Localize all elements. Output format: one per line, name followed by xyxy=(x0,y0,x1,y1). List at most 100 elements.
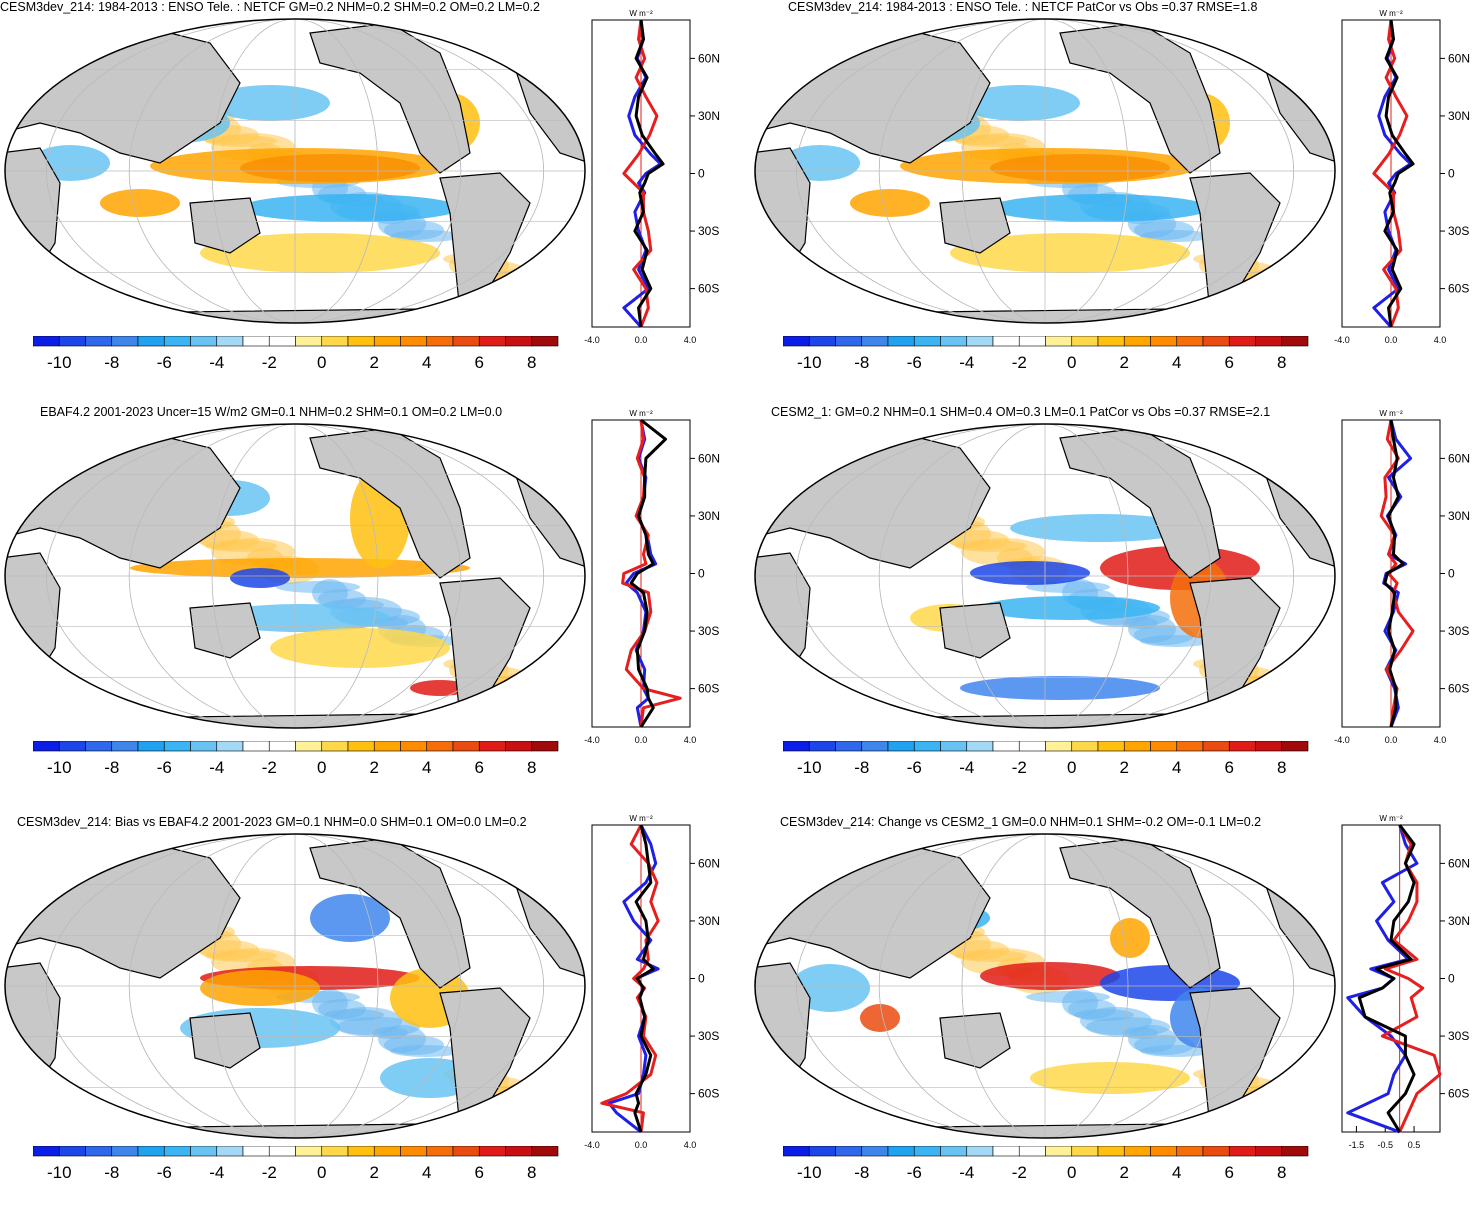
colorbar-label: -8 xyxy=(104,758,119,777)
colorbar-swatch xyxy=(401,336,427,346)
ytick-label: 60S xyxy=(698,1087,719,1101)
colorbar-swatch xyxy=(33,741,59,751)
colorbar: -10-8-6-4-20246810 xyxy=(33,1146,563,1188)
land-mass xyxy=(100,1123,500,1148)
profile-unit: W m⁻² xyxy=(1379,409,1403,418)
ytick-label: 60S xyxy=(1448,682,1469,696)
colorbar-label: 6 xyxy=(475,1163,484,1182)
ytick-label: 60N xyxy=(698,51,720,65)
xtick-label: 4.0 xyxy=(684,335,697,345)
colorbar-swatch xyxy=(1282,741,1308,751)
anomaly-patch xyxy=(0,17,33,29)
anomaly-patch xyxy=(230,568,290,588)
anomaly-patch xyxy=(130,558,470,578)
anomaly-patch xyxy=(515,287,587,315)
anomaly-patch xyxy=(750,17,783,29)
ytick-label: 30S xyxy=(1448,624,1469,638)
colorbar-label: 4 xyxy=(1172,758,1181,777)
colorbar-label: 0 xyxy=(1067,758,1076,777)
world-map xyxy=(750,828,1340,1148)
panel-title: EBAF4.2 2001-2023 Uncer=15 W/m2 GM=0.1 N… xyxy=(40,405,640,419)
colorbar-swatch xyxy=(269,1146,295,1156)
colorbar-swatch xyxy=(1098,741,1124,751)
map-field xyxy=(0,418,590,738)
colorbar-swatch xyxy=(1256,1146,1282,1156)
anomaly-patch xyxy=(276,581,360,593)
anomaly-patch xyxy=(503,1094,551,1114)
colorbar-label: 4 xyxy=(422,758,431,777)
land-mass xyxy=(100,308,500,333)
land-mass xyxy=(0,553,60,688)
colorbar-swatch xyxy=(112,1146,138,1156)
colorbar-swatch xyxy=(941,741,967,751)
anomaly-patch xyxy=(1265,692,1337,720)
series-diff xyxy=(1385,20,1413,327)
land-mass xyxy=(100,713,500,738)
colorbar-swatch xyxy=(506,741,532,751)
colorbar-label: -2 xyxy=(1012,758,1027,777)
colorbar-swatch xyxy=(1177,741,1203,751)
colorbar-swatch xyxy=(941,1146,967,1156)
colorbar-label: -8 xyxy=(854,758,869,777)
colorbar-swatch xyxy=(783,336,809,346)
colorbar-swatch xyxy=(427,1146,453,1156)
anomaly-patch xyxy=(509,289,569,301)
ytick-label: 0 xyxy=(1448,972,1455,986)
xtick-label: 0.0 xyxy=(635,335,648,345)
colorbar-swatch xyxy=(217,741,243,751)
ytick-label: 30N xyxy=(1448,914,1470,928)
colorbar-label: -6 xyxy=(907,1163,922,1182)
anomaly-patch xyxy=(1253,1094,1301,1114)
colorbar-swatch xyxy=(322,741,348,751)
colorbar-swatch xyxy=(112,741,138,751)
colorbar-swatch xyxy=(243,1146,269,1156)
colorbar-swatch xyxy=(86,1146,112,1156)
colorbar-swatch xyxy=(138,1146,164,1156)
xtick-label: -4.0 xyxy=(1334,335,1350,345)
colorbar-swatch xyxy=(967,1146,993,1156)
xtick-label: -4.0 xyxy=(584,1140,600,1150)
colorbar-label: 2 xyxy=(1120,1163,1129,1182)
colorbar-swatch xyxy=(479,336,505,346)
colorbar-swatch xyxy=(1282,1146,1308,1156)
ytick-label: 30N xyxy=(698,914,720,928)
colorbar-swatch xyxy=(888,1146,914,1156)
colorbar-swatch xyxy=(296,336,322,346)
panel-4: CESM2_1: GM=0.2 NHM=0.1 SHM=0.4 OM=0.3 L… xyxy=(750,405,1483,800)
colorbar-label: -10 xyxy=(797,353,822,372)
anomaly-patch xyxy=(1253,279,1301,299)
colorbar-swatch xyxy=(1229,336,1255,346)
anomaly-patch xyxy=(850,189,930,217)
xtick-label: -1.5 xyxy=(1349,1140,1365,1150)
colorbar: -10-8-6-4-20246810 xyxy=(783,336,1313,378)
panel-title: CESM3dev_214: Bias vs EBAF4.2 2001-2023 … xyxy=(17,815,617,829)
colorbar-swatch xyxy=(191,336,217,346)
colorbar-swatch xyxy=(1019,741,1045,751)
ytick-label: 30S xyxy=(1448,1029,1469,1043)
colorbar-swatch xyxy=(1151,741,1177,751)
profile-unit: W m⁻² xyxy=(629,9,653,18)
colorbar-label: 0 xyxy=(1067,1163,1076,1182)
colorbar-label: 4 xyxy=(1172,353,1181,372)
anomaly-patch xyxy=(860,1004,900,1032)
colorbar-swatch xyxy=(862,741,888,751)
colorbar-label: -2 xyxy=(262,353,277,372)
colorbar-swatch xyxy=(1256,336,1282,346)
colorbar-label: -10 xyxy=(797,758,822,777)
anomaly-patch xyxy=(770,445,842,457)
land-mass xyxy=(750,963,810,1098)
colorbar-swatch xyxy=(33,336,59,346)
colorbar-swatch xyxy=(86,336,112,346)
colorbar: -10-8-6-4-20246810 xyxy=(783,1146,1313,1188)
land-mass xyxy=(850,713,1250,738)
anomaly-patch xyxy=(1253,684,1301,704)
colorbar-label: -10 xyxy=(47,1163,72,1182)
colorbar-label: -6 xyxy=(907,758,922,777)
colorbar-swatch xyxy=(1177,336,1203,346)
colorbar-swatch xyxy=(1046,741,1072,751)
colorbar-swatch xyxy=(1203,1146,1229,1156)
ytick-label: 0 xyxy=(698,167,705,181)
